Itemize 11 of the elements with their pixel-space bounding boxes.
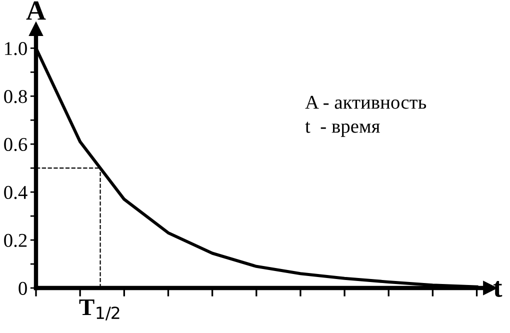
y-tick-label: 0.8 bbox=[4, 90, 27, 104]
annotation: t - время bbox=[305, 122, 380, 137]
y-tick-label: 0.4 bbox=[4, 186, 28, 200]
y-tick-label: 0.6 bbox=[4, 138, 28, 152]
y-axis-title: A bbox=[26, 1, 46, 20]
y-tick-label: 0 bbox=[18, 282, 27, 295]
annotation: A - активность bbox=[305, 96, 426, 109]
y-tick-label: 0.2 bbox=[4, 234, 27, 248]
x-axis-title: t bbox=[493, 281, 502, 297]
text: T$_{1/2}$ bbox=[79, 300, 120, 320]
y-tick-label: 1.0 bbox=[5, 42, 27, 56]
